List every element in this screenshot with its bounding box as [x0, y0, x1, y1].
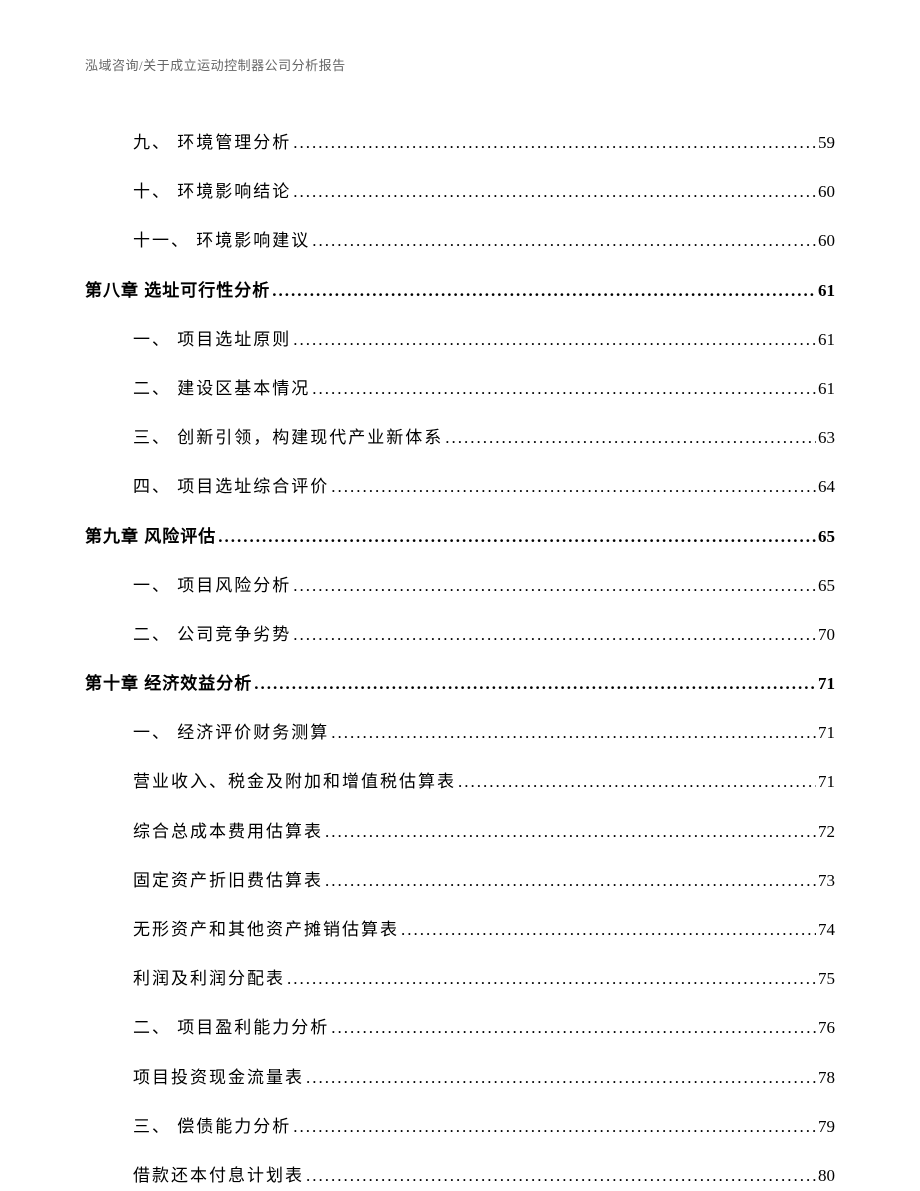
toc-entry: 第九章 风险评估 ...............................…	[85, 523, 835, 550]
toc-entry-label: 借款还本付息计划表	[133, 1162, 304, 1189]
toc-entry: 利润及利润分配表................................…	[85, 965, 835, 992]
toc-entry-page: 71	[818, 670, 835, 697]
toc-entry-page: 63	[818, 424, 835, 451]
toc-entry-page: 76	[818, 1014, 835, 1041]
toc-entry-label: 无形资产和其他资产摊销估算表	[133, 916, 399, 943]
toc-dots-leader: ........................................…	[293, 326, 816, 353]
toc-entry-label: 四、 项目选址综合评价	[133, 473, 329, 500]
toc-entry-page: 65	[818, 523, 835, 550]
toc-dots-leader: ........................................…	[293, 621, 816, 648]
toc-dots-leader: ........................................…	[218, 523, 816, 550]
toc-entry-page: 74	[818, 916, 835, 943]
toc-entry: 二、 公司竞争劣势...............................…	[85, 621, 835, 648]
toc-entry-page: 75	[818, 965, 835, 992]
toc-entry-label: 十一、 环境影响建议	[133, 227, 310, 254]
toc-entry-label: 一、 项目风险分析	[133, 572, 291, 599]
toc-entry-label: 一、 经济评价财务测算	[133, 719, 329, 746]
toc-dots-leader: ........................................…	[293, 572, 816, 599]
toc-entry: 第十章 经济效益分析..............................…	[85, 670, 835, 697]
toc-dots-leader: ........................................…	[331, 473, 816, 500]
toc-entry-label: 第十章 经济效益分析	[85, 670, 252, 697]
toc-entry: 三、 创新引领，构建现代产业新体系.......................…	[85, 424, 835, 451]
toc-entry: 第八章 选址可行性分析 ............................…	[85, 277, 835, 304]
toc-entry-label: 项目投资现金流量表	[133, 1064, 304, 1091]
toc-entry: 二、 项目盈利能力分析.............................…	[85, 1014, 835, 1041]
toc-entry-page: 61	[818, 375, 835, 402]
toc-entry-page: 78	[818, 1064, 835, 1091]
toc-entry: 项目投资现金流量表...............................…	[85, 1064, 835, 1091]
toc-entry: 一、 项目选址原则...............................…	[85, 326, 835, 353]
toc-dots-leader: ........................................…	[293, 178, 816, 205]
toc-entry-label: 十、 环境影响结论	[133, 178, 291, 205]
toc-dots-leader: ........................................…	[325, 867, 816, 894]
table-of-contents: 九、 环境管理分析...............................…	[85, 129, 835, 1189]
toc-entry-label: 九、 环境管理分析	[133, 129, 291, 156]
toc-dots-leader: ........................................…	[306, 1064, 816, 1091]
toc-entry: 十、 环境影响结论...............................…	[85, 178, 835, 205]
toc-entry: 三、 偿债能力分析...............................…	[85, 1113, 835, 1140]
toc-entry: 无形资产和其他资产摊销估算表..........................…	[85, 916, 835, 943]
toc-entry-page: 70	[818, 621, 835, 648]
toc-dots-leader: ........................................…	[306, 1162, 816, 1189]
document-header: 泓域咨询/关于成立运动控制器公司分析报告	[85, 55, 835, 74]
toc-entry-label: 三、 创新引领，构建现代产业新体系	[133, 424, 443, 451]
toc-entry-label: 二、 项目盈利能力分析	[133, 1014, 329, 1041]
toc-dots-leader: ........................................…	[401, 916, 816, 943]
toc-entry-label: 三、 偿债能力分析	[133, 1113, 291, 1140]
toc-entry-page: 65	[818, 572, 835, 599]
toc-entry: 综合总成本费用估算表..............................…	[85, 818, 835, 845]
toc-entry-page: 61	[818, 277, 835, 304]
toc-entry: 四、 项目选址综合评价.............................…	[85, 473, 835, 500]
toc-dots-leader: ........................................…	[293, 129, 816, 156]
toc-dots-leader: ........................................…	[331, 719, 816, 746]
toc-entry-page: 64	[818, 473, 835, 500]
toc-entry-label: 第九章 风险评估	[85, 523, 216, 550]
toc-dots-leader: ........................................…	[293, 1113, 816, 1140]
toc-entry-page: 61	[818, 326, 835, 353]
toc-entry-label: 综合总成本费用估算表	[133, 818, 323, 845]
toc-entry: 一、 项目风险分析...............................…	[85, 572, 835, 599]
toc-entry-page: 59	[818, 129, 835, 156]
toc-dots-leader: ........................................…	[312, 227, 816, 254]
toc-entry-label: 一、 项目选址原则	[133, 326, 291, 353]
toc-entry: 营业收入、税金及附加和增值税估算表.......................…	[85, 768, 835, 795]
toc-entry-page: 73	[818, 867, 835, 894]
toc-entry-label: 第八章 选址可行性分析	[85, 277, 270, 304]
toc-entry: 十一、 环境影响建议..............................…	[85, 227, 835, 254]
toc-dots-leader: ........................................…	[272, 277, 816, 304]
toc-entry-page: 60	[818, 178, 835, 205]
toc-dots-leader: ........................................…	[325, 818, 816, 845]
toc-entry: 借款还本付息计划表...............................…	[85, 1162, 835, 1189]
toc-entry-label: 固定资产折旧费估算表	[133, 867, 323, 894]
toc-entry-label: 利润及利润分配表	[133, 965, 285, 992]
toc-entry-page: 71	[818, 768, 835, 795]
toc-dots-leader: ........................................…	[331, 1014, 816, 1041]
toc-entry: 二、 建设区基本情况..............................…	[85, 375, 835, 402]
toc-entry-page: 72	[818, 818, 835, 845]
toc-entry-page: 80	[818, 1162, 835, 1189]
toc-entry-label: 营业收入、税金及附加和增值税估算表	[133, 768, 456, 795]
toc-entry-label: 二、 公司竞争劣势	[133, 621, 291, 648]
toc-dots-leader: ........................................…	[458, 768, 816, 795]
toc-dots-leader: ........................................…	[312, 375, 816, 402]
toc-dots-leader: ........................................…	[445, 424, 816, 451]
toc-entry-page: 71	[818, 719, 835, 746]
toc-entry: 一、 经济评价财务测算.............................…	[85, 719, 835, 746]
toc-entry: 固定资产折旧费估算表..............................…	[85, 867, 835, 894]
toc-entry-page: 79	[818, 1113, 835, 1140]
toc-entry-page: 60	[818, 227, 835, 254]
toc-entry-label: 二、 建设区基本情况	[133, 375, 310, 402]
toc-dots-leader: ........................................…	[254, 670, 816, 697]
toc-dots-leader: ........................................…	[287, 965, 816, 992]
toc-entry: 九、 环境管理分析...............................…	[85, 129, 835, 156]
